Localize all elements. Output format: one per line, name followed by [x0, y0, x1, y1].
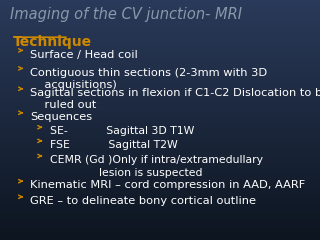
Text: Kinematic MRI – cord compression in AAD, AARF: Kinematic MRI – cord compression in AAD,… — [30, 180, 306, 191]
Text: Surface / Head coil: Surface / Head coil — [30, 50, 138, 60]
Text: Sagittal sections in flexion if C1-C2 Dislocation to be
    ruled out: Sagittal sections in flexion if C1-C2 Di… — [30, 88, 320, 110]
Text: Contiguous thin sections (2-3mm with 3D
    acquisitions): Contiguous thin sections (2-3mm with 3D … — [30, 68, 268, 90]
Text: Technique: Technique — [13, 35, 92, 49]
Text: FSE           Sagittal T2W: FSE Sagittal T2W — [50, 140, 177, 150]
Text: Imaging of the CV junction- MRI: Imaging of the CV junction- MRI — [10, 7, 242, 22]
Text: CEMR (Gd )Only if intra/extramedullary
              lesion is suspected: CEMR (Gd )Only if intra/extramedullary l… — [50, 155, 263, 178]
Text: SE-           Sagittal 3D T1W: SE- Sagittal 3D T1W — [50, 126, 194, 137]
Text: Sequences: Sequences — [30, 112, 92, 122]
Text: GRE – to delineate bony cortical outline: GRE – to delineate bony cortical outline — [30, 196, 256, 206]
